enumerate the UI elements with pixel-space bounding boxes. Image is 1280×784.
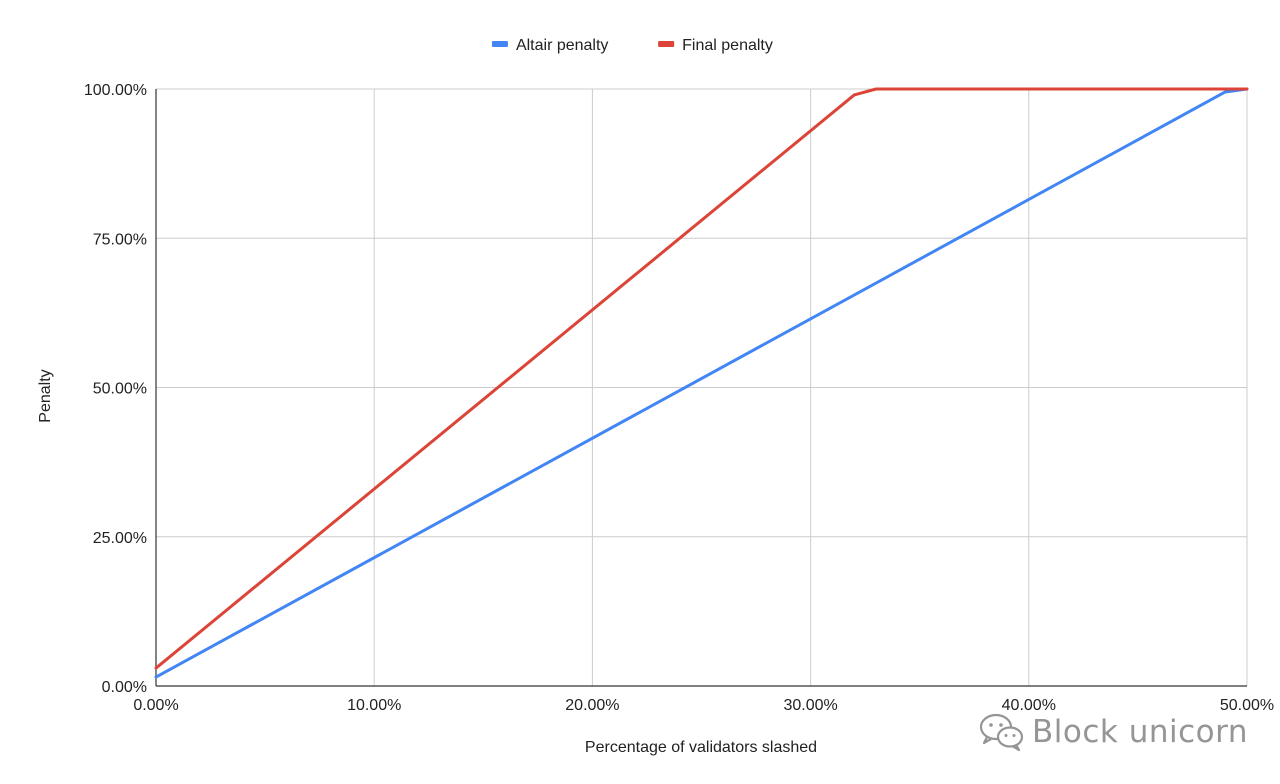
x-tick-label: 20.00% (565, 697, 619, 714)
wechat-icon (979, 713, 1024, 752)
legend-swatch (658, 41, 675, 47)
legend: Altair penalty Final penalty (491, 37, 773, 54)
y-tick-label: 100.00% (84, 82, 147, 99)
series-lines (154, 87, 1249, 679)
legend-item: Final penalty (658, 37, 773, 54)
series-line-final-penalty (154, 87, 1249, 670)
y-tick-label: 0.00% (102, 679, 147, 696)
x-tick-label: 10.00% (347, 697, 401, 714)
legend-label: Final penalty (682, 37, 773, 54)
legend-item: Altair penalty (491, 37, 609, 54)
legend-swatch (491, 41, 508, 47)
tick-labels: 0.00% 25.00% 50.00% 75.00% 100.00% 0.00% 10.00… (84, 82, 1274, 714)
grid (156, 88, 1248, 686)
y-axis-title: Penalty (37, 369, 54, 422)
x-tick-label: 50.00% (1220, 697, 1274, 714)
legend-label: Altair penalty (516, 37, 609, 54)
watermark-text: Block unicorn (1032, 714, 1248, 750)
x-axis-title: Percentage of validators slashed (585, 739, 817, 756)
axes (155, 89, 1247, 687)
y-tick-label: 50.00% (93, 381, 147, 398)
x-tick-label: 40.00% (1002, 697, 1056, 714)
watermark: Block unicorn (978, 710, 1248, 754)
y-tick-label: 25.00% (93, 530, 147, 547)
x-tick-label: 0.00% (133, 697, 178, 714)
series-line-altair-penalty (154, 87, 1249, 679)
x-tick-label: 30.00% (783, 697, 837, 714)
y-tick-label: 75.00% (93, 231, 147, 248)
